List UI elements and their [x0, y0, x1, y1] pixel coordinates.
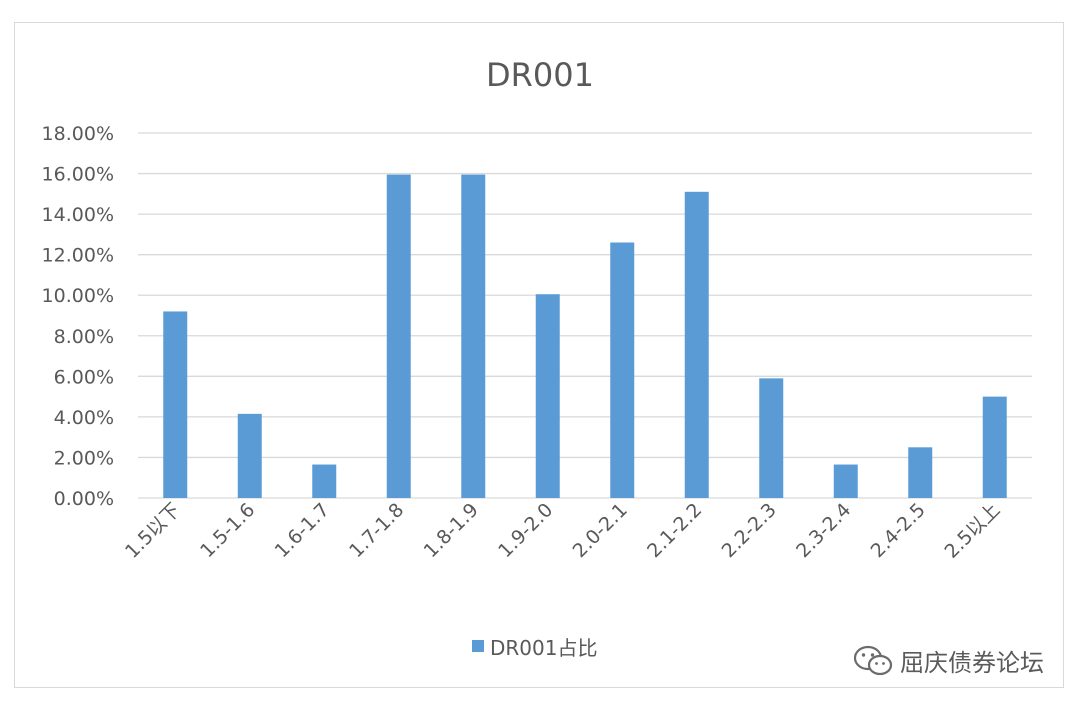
watermark-text: 屈庆债券论坛	[900, 649, 1044, 677]
chart-title: DR001	[486, 56, 594, 94]
bar	[759, 378, 784, 498]
watermark: 屈庆债券论坛	[852, 643, 1044, 678]
legend-swatch	[472, 640, 484, 652]
x-tick-label: 1.7-1.8	[345, 499, 408, 562]
y-tick-label: 2.00%	[54, 447, 114, 469]
x-axis-ticks: 1.5以下 1.5-1.6 1.6-1.7 1.7-1.8 1.8-1.9 1.9-2.0…	[121, 499, 1004, 563]
gridlines	[138, 132, 1032, 499]
x-tick-label: 1.5-1.6	[196, 499, 259, 562]
y-tick-label: 6.00%	[54, 366, 114, 388]
bar	[163, 311, 188, 498]
x-tick-label: 1.5以下	[121, 499, 185, 563]
x-tick-label: 2.5以上	[940, 499, 1004, 563]
bar	[684, 191, 709, 499]
wechat-icon	[853, 645, 893, 675]
bars	[163, 174, 1007, 499]
y-tick-label: 0.00%	[54, 488, 114, 510]
x-tick-label: 1.9-2.0	[494, 499, 557, 562]
x-tick-label: 2.0-2.1	[569, 499, 632, 562]
x-tick-label: 2.1-2.2	[643, 499, 706, 562]
bar	[610, 242, 635, 498]
y-tick-label: 8.00%	[54, 326, 114, 348]
y-tick-label: 16.00%	[42, 164, 114, 186]
bar	[833, 464, 858, 498]
x-tick-label: 2.4-2.5	[867, 499, 930, 562]
legend-label: DR001占比	[490, 636, 597, 660]
legend: DR001占比	[472, 636, 597, 660]
bar	[386, 174, 411, 498]
bar	[535, 294, 560, 498]
bar	[312, 464, 337, 498]
y-axis-ticks: 0.00% 2.00% 4.00% 6.00% 8.00% 10.00% 12.00% 14.…	[42, 123, 114, 510]
bar	[908, 447, 933, 498]
y-tick-label: 14.00%	[42, 204, 114, 226]
x-tick-label: 2.2-2.3	[718, 499, 781, 562]
x-tick-label: 1.6-1.7	[271, 499, 334, 562]
y-tick-label: 18.00%	[42, 123, 114, 145]
bar	[461, 174, 486, 498]
bar	[237, 413, 262, 498]
bar	[982, 396, 1007, 498]
y-tick-label: 4.00%	[54, 407, 114, 429]
y-tick-label: 12.00%	[42, 245, 114, 267]
x-tick-label: 1.8-1.9	[420, 499, 483, 562]
y-tick-label: 10.00%	[42, 285, 114, 307]
x-tick-label: 2.3-2.4	[792, 499, 855, 562]
